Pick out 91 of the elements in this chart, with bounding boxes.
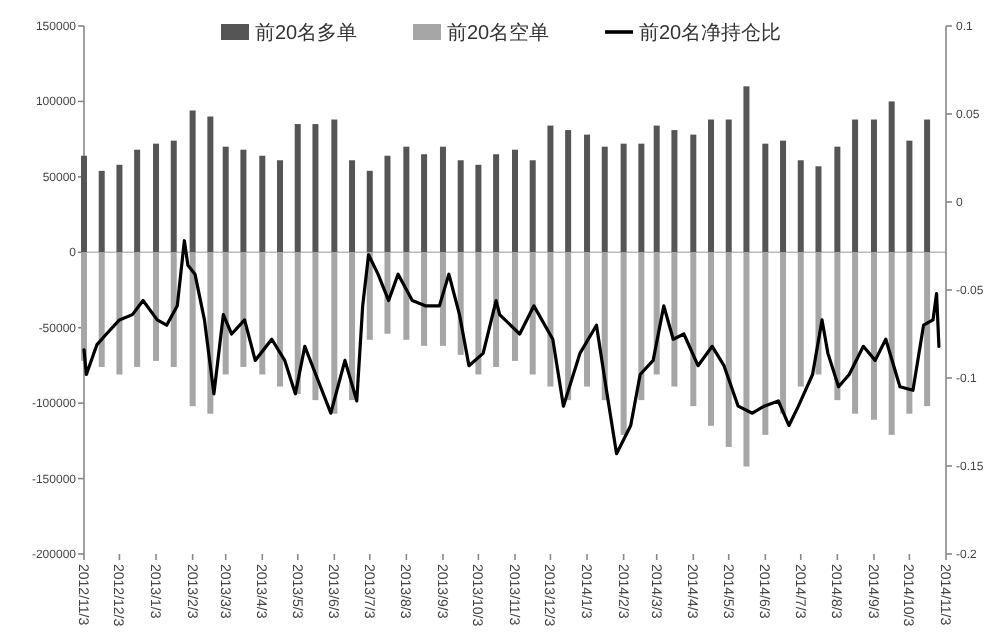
bar <box>565 252 572 401</box>
bar <box>888 101 895 253</box>
legend-label: 前20名多单 <box>255 21 358 45</box>
bar <box>620 252 627 435</box>
bar <box>207 116 214 253</box>
bar <box>565 130 572 253</box>
bar <box>512 252 518 361</box>
bar <box>384 155 391 253</box>
bar <box>708 119 715 253</box>
line-series <box>82 239 941 456</box>
bar <box>870 119 877 253</box>
legend-label: 前20名空单 <box>447 21 550 45</box>
bar <box>906 140 913 253</box>
bar <box>421 252 428 346</box>
bar <box>852 252 859 414</box>
bar <box>384 252 391 334</box>
bar <box>189 110 196 253</box>
bar <box>81 252 87 361</box>
bar <box>153 252 160 361</box>
bar <box>98 170 105 253</box>
bar <box>421 154 428 253</box>
bar <box>725 252 732 447</box>
bar <box>780 252 787 414</box>
bar <box>815 166 822 253</box>
bar <box>312 124 319 253</box>
bar <box>98 252 105 367</box>
bar <box>584 252 591 387</box>
bar <box>601 146 608 253</box>
bar <box>475 164 482 253</box>
bar <box>116 252 123 375</box>
legend-label: 前20名净持仓比 <box>639 21 782 45</box>
bar <box>349 252 356 401</box>
bar <box>547 125 554 253</box>
bar <box>743 252 750 467</box>
bar <box>653 125 660 253</box>
bar <box>259 252 266 375</box>
bar <box>690 134 697 253</box>
bar <box>170 140 177 253</box>
bar <box>439 146 446 253</box>
bar <box>725 119 732 253</box>
bar <box>924 252 931 407</box>
bar <box>797 160 804 253</box>
bar <box>134 252 141 367</box>
bar <box>403 146 410 253</box>
bar <box>222 252 229 375</box>
bar <box>638 252 645 401</box>
bar <box>584 134 591 253</box>
bar <box>834 146 841 253</box>
bar <box>906 252 913 414</box>
bar <box>708 252 715 426</box>
bar <box>312 252 319 401</box>
bar <box>222 146 229 253</box>
bar <box>331 252 338 414</box>
bar <box>240 149 247 253</box>
bar <box>259 155 266 253</box>
bar <box>547 252 554 387</box>
bar <box>240 252 247 367</box>
bar <box>81 155 87 253</box>
bar <box>762 143 769 253</box>
bar <box>690 252 697 407</box>
bar <box>277 252 284 387</box>
bar <box>638 143 645 253</box>
bar <box>529 160 536 253</box>
bar <box>134 149 141 253</box>
bar <box>529 252 536 375</box>
bar <box>780 140 787 253</box>
bar <box>924 119 931 253</box>
bar <box>170 252 177 367</box>
bar <box>294 124 301 253</box>
bar <box>888 252 895 435</box>
bar <box>797 252 804 387</box>
bar <box>671 130 678 253</box>
bar <box>870 252 877 420</box>
bar <box>834 252 841 401</box>
bar <box>189 252 196 407</box>
bar <box>493 154 500 253</box>
bar <box>457 160 464 253</box>
bar <box>116 164 123 253</box>
bar <box>762 252 769 435</box>
bar <box>349 160 356 253</box>
bar <box>475 252 482 375</box>
bar <box>153 143 160 253</box>
bar <box>620 143 627 253</box>
bar <box>512 149 518 253</box>
bar <box>366 170 373 253</box>
bar <box>403 252 410 340</box>
bar <box>743 86 750 253</box>
bar <box>277 160 284 253</box>
bar <box>671 252 678 387</box>
bar <box>852 119 859 253</box>
bar <box>331 119 338 253</box>
